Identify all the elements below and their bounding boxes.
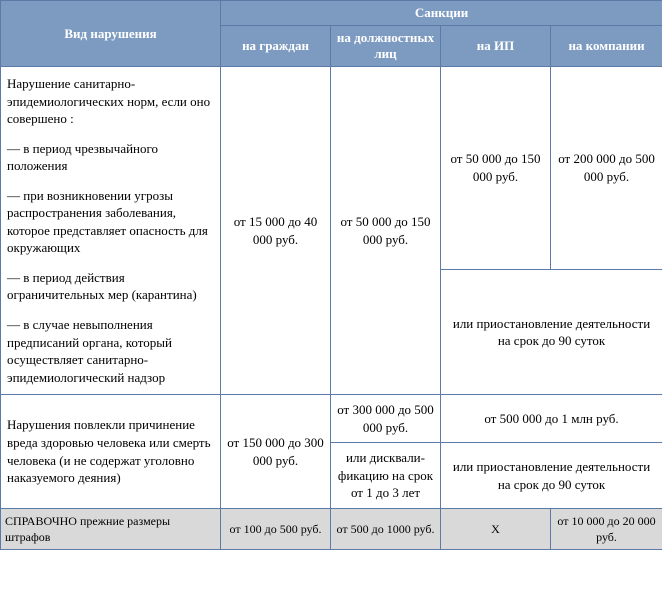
- cell-r1-citizens: от 15 000 до 40 000 руб.: [221, 67, 331, 395]
- header-officials: на должностных лиц: [331, 26, 441, 67]
- cell-r1-ip-top: от 50 000 до 150 000 руб.: [441, 67, 551, 270]
- violation-1-p3: — при возникновении угрозы распространен…: [7, 187, 212, 257]
- cell-violation-2: Нарушения повлекли причинение вреда здор…: [1, 395, 221, 509]
- violation-1-p2: — в период чрезвычайного положения: [7, 140, 212, 175]
- header-sanctions: Санкции: [221, 1, 662, 26]
- violation-1-p4: — в период действия ограничительных мер …: [7, 269, 212, 304]
- sanctions-table: Вид нарушения Санкции на граждан на долж…: [0, 0, 662, 550]
- violation-1-p1: Нарушение санитарно-эпидемиологических н…: [7, 75, 212, 128]
- table-row: Нарушение санитарно-эпидемиологических н…: [1, 67, 662, 270]
- cell-r2-ipcomp-top: от 500 000 до 1 млн руб.: [441, 395, 662, 443]
- cell-footer-officials: от 500 до 1000 руб.: [331, 508, 441, 549]
- cell-r2-citizens: от 150 000 до 300 000 руб.: [221, 395, 331, 509]
- header-companies: на компании: [551, 26, 662, 67]
- table-header: Вид нарушения Санкции на граждан на долж…: [1, 1, 662, 67]
- header-violation: Вид нарушения: [1, 1, 221, 67]
- cell-footer-label: СПРАВОЧНО прежние размеры штрафов: [1, 508, 221, 549]
- table-row: Нарушения повлекли причинение вреда здор…: [1, 395, 662, 443]
- cell-r2-officials-bottom: или дисквали-фикацию на срок от 1 до 3 л…: [331, 443, 441, 509]
- violation-1-p5: — в случае невыполнения предписаний орга…: [7, 316, 212, 386]
- header-ip: на ИП: [441, 26, 551, 67]
- cell-footer-citizens: от 100 до 500 руб.: [221, 508, 331, 549]
- table-row-footer: СПРАВОЧНО прежние размеры штрафов от 100…: [1, 508, 662, 549]
- cell-violation-1: Нарушение санитарно-эпидемиологических н…: [1, 67, 221, 395]
- cell-r1-companies-top: от 200 000 до 500 000 руб.: [551, 67, 662, 270]
- cell-r2-officials-top: от 300 000 до 500 000 руб.: [331, 395, 441, 443]
- cell-r1-ipcomp-bottom: или приостановление деятельности на срок…: [441, 270, 662, 395]
- cell-footer-companies: от 10 000 до 20 000 руб.: [551, 508, 662, 549]
- table-body: Нарушение санитарно-эпидемиологических н…: [1, 67, 662, 550]
- cell-footer-ip: X: [441, 508, 551, 549]
- cell-r2-ipcomp-bottom: или приостановление деятельности на срок…: [441, 443, 662, 509]
- header-citizens: на граждан: [221, 26, 331, 67]
- cell-r1-officials: от 50 000 до 150 000 руб.: [331, 67, 441, 395]
